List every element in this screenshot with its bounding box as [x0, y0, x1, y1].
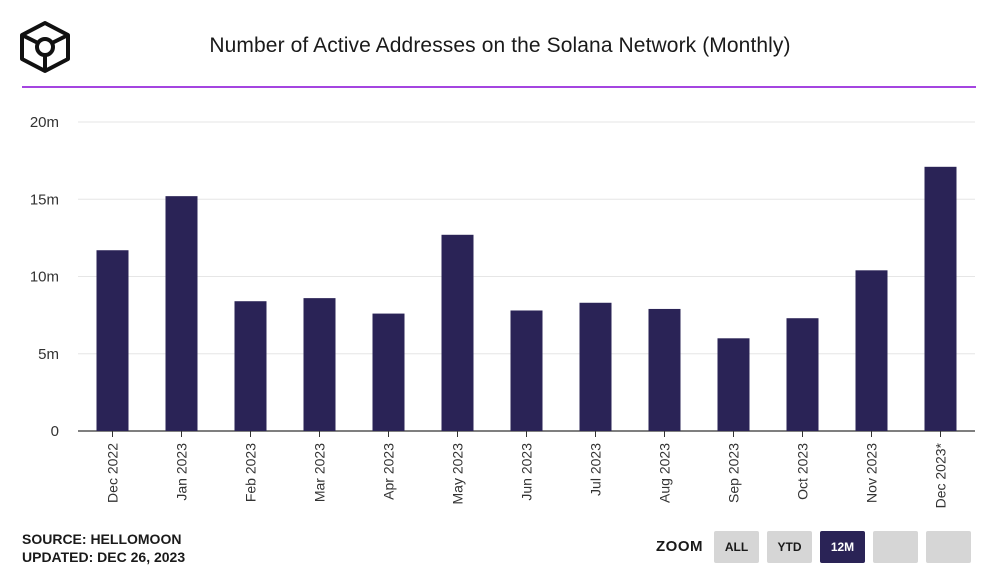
zoom-button-12m[interactable]: 12M — [820, 531, 865, 563]
x-tick-label: Apr 2023 — [381, 443, 397, 500]
bar[interactable] — [234, 301, 267, 431]
y-tick-label: 0 — [51, 423, 59, 440]
y-tick-label: 20m — [30, 114, 59, 131]
zoom-button-ytd[interactable]: YTD — [767, 531, 812, 563]
bar[interactable] — [579, 302, 612, 431]
x-tick-label: Dec 2023* — [933, 442, 949, 508]
chart-title: Number of Active Addresses on the Solana… — [209, 34, 791, 57]
x-tick-label: Aug 2023 — [657, 443, 673, 503]
bar[interactable] — [372, 313, 405, 431]
x-axis: Dec 2022 Jan 2023 Feb 2023 Mar 2023 Apr 2023… — [105, 431, 949, 508]
title-divider — [22, 86, 976, 88]
x-tick-label: Oct 2023 — [795, 443, 811, 500]
source-text: SOURCE: HELLOMOON — [22, 531, 182, 547]
x-tick-label: Dec 2022 — [105, 443, 121, 503]
x-tick-label: Jan 2023 — [174, 443, 190, 501]
bar[interactable] — [717, 338, 750, 431]
bar[interactable] — [855, 270, 888, 431]
bar[interactable] — [303, 298, 336, 431]
x-tick-label: Jun 2023 — [519, 443, 535, 501]
x-tick-label: Jul 2023 — [588, 443, 604, 496]
bar[interactable] — [165, 196, 198, 431]
zoom-button-all[interactable]: ALL — [714, 531, 759, 563]
bar[interactable] — [510, 310, 543, 431]
x-tick-label: May 2023 — [450, 443, 466, 505]
zoom-button-blank-2[interactable] — [926, 531, 971, 563]
bar-layer — [96, 166, 957, 431]
x-tick-label: Feb 2023 — [243, 443, 259, 502]
bar[interactable] — [924, 166, 957, 431]
bar[interactable] — [96, 250, 129, 431]
bar[interactable] — [441, 234, 474, 431]
y-tick-label: 10m — [30, 269, 59, 286]
x-tick-label: Sep 2023 — [726, 443, 742, 503]
updated-text: UPDATED: DEC 26, 2023 — [22, 549, 186, 565]
bar[interactable] — [786, 318, 819, 431]
bar[interactable] — [648, 308, 681, 431]
x-tick-label: Mar 2023 — [312, 443, 328, 502]
cube-logo-icon — [18, 20, 72, 74]
y-tick-label: 15m — [30, 191, 59, 208]
y-axis: 0 5m 10m 15m 20m — [30, 114, 59, 440]
zoom-label: ZOOM — [656, 538, 703, 555]
zoom-button-blank-1[interactable] — [873, 531, 918, 563]
y-tick-label: 5m — [38, 346, 59, 363]
x-tick-label: Nov 2023 — [864, 443, 880, 503]
